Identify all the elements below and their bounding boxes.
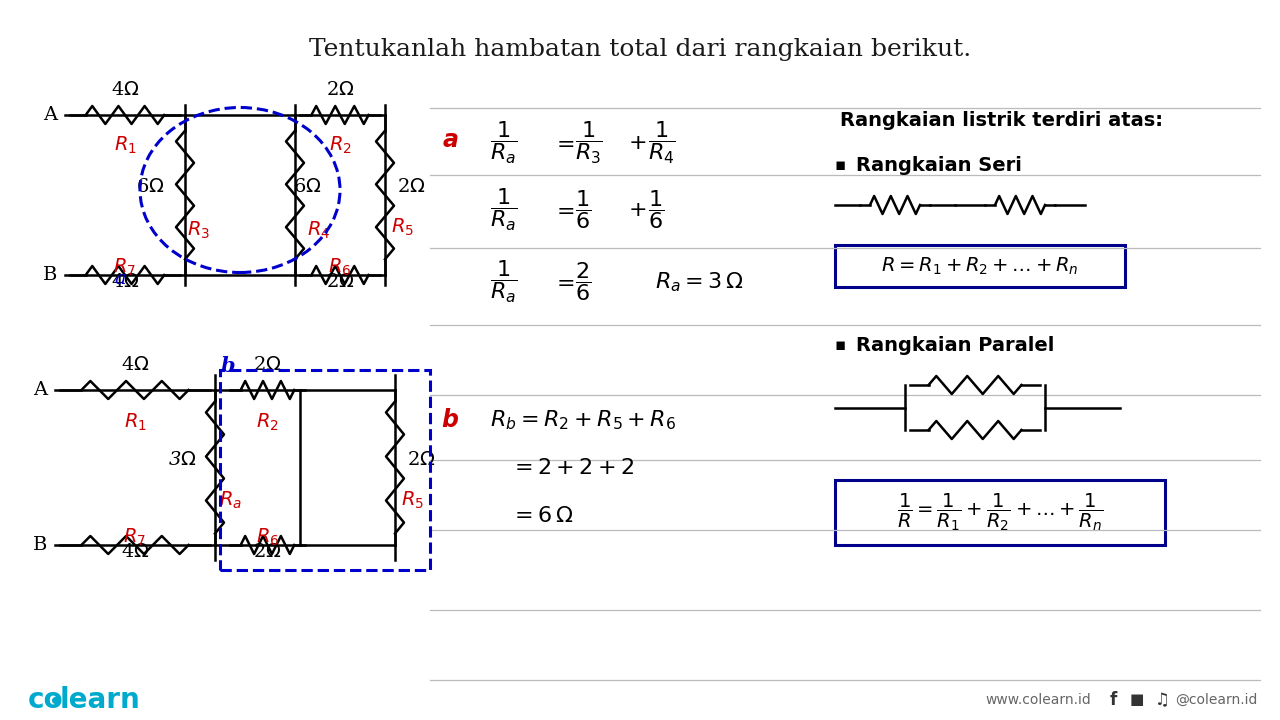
Text: Rangkaian Paralel: Rangkaian Paralel <box>856 336 1055 354</box>
Text: @colearn.id: @colearn.id <box>1175 693 1257 707</box>
Text: B: B <box>32 536 47 554</box>
Text: 6$\Omega$: 6$\Omega$ <box>137 178 165 196</box>
Text: $\dfrac{1}{R_a}$: $\dfrac{1}{R_a}$ <box>490 120 517 166</box>
Text: ■: ■ <box>1130 693 1144 708</box>
Text: $=$: $=$ <box>552 132 575 154</box>
Text: a: a <box>114 270 125 288</box>
Text: $\dfrac{1}{R_4}$: $\dfrac{1}{R_4}$ <box>648 120 676 166</box>
Text: $= 2 + 2 + 2$: $= 2 + 2 + 2$ <box>509 457 634 479</box>
Text: $R_5$: $R_5$ <box>390 217 413 238</box>
Text: ▪: ▪ <box>835 336 846 354</box>
Text: ♫: ♫ <box>1155 691 1170 709</box>
Text: 2$\Omega$: 2$\Omega$ <box>253 356 282 374</box>
Text: $\dfrac{2}{6}$: $\dfrac{2}{6}$ <box>575 261 591 303</box>
Text: $\dfrac{1}{R_a}$: $\dfrac{1}{R_a}$ <box>490 258 517 305</box>
Text: $\boldsymbol{b}$: $\boldsymbol{b}$ <box>442 408 460 431</box>
Text: 4$\Omega$: 4$\Omega$ <box>111 273 140 291</box>
Text: 6$\Omega$: 6$\Omega$ <box>293 178 321 196</box>
Text: $R_6$: $R_6$ <box>329 257 352 279</box>
Text: $R_3$: $R_3$ <box>187 220 210 241</box>
Text: $\boldsymbol{a}$: $\boldsymbol{a}$ <box>442 128 458 151</box>
Text: 3$\Omega$: 3$\Omega$ <box>169 451 197 469</box>
Text: $=$: $=$ <box>552 199 575 221</box>
Text: $R_7$: $R_7$ <box>114 257 137 279</box>
Text: 4$\Omega$: 4$\Omega$ <box>120 356 150 374</box>
Text: $R_5$: $R_5$ <box>401 490 424 510</box>
Text: Rangkaian listrik terdiri atas:: Rangkaian listrik terdiri atas: <box>840 110 1164 130</box>
Text: B: B <box>42 266 58 284</box>
Text: $+$: $+$ <box>628 199 646 221</box>
Text: A: A <box>33 381 47 399</box>
Text: $\dfrac{1}{6}$: $\dfrac{1}{6}$ <box>648 189 664 231</box>
Text: $\dfrac{1}{6}$: $\dfrac{1}{6}$ <box>575 189 591 231</box>
Text: $+$: $+$ <box>628 132 646 154</box>
Text: $R_a$: $R_a$ <box>219 490 242 510</box>
Text: 2$\Omega$: 2$\Omega$ <box>397 178 425 196</box>
Text: 2$\Omega$: 2$\Omega$ <box>325 273 355 291</box>
Text: $R_b = R_2 + R_5 + R_6$: $R_b = R_2 + R_5 + R_6$ <box>490 408 676 432</box>
Text: 4$\Omega$: 4$\Omega$ <box>120 543 150 561</box>
Text: Tentukanlah hambatan total dari rangkaian berikut.: Tentukanlah hambatan total dari rangkaia… <box>308 38 972 61</box>
Text: $R_1$: $R_1$ <box>114 135 137 156</box>
Text: $R_2$: $R_2$ <box>256 412 279 433</box>
Text: b: b <box>220 356 234 376</box>
Text: 2$\Omega$: 2$\Omega$ <box>407 451 435 469</box>
Text: $R_4$: $R_4$ <box>307 220 330 241</box>
Text: $\dfrac{1}{R_a}$: $\dfrac{1}{R_a}$ <box>490 186 517 233</box>
Text: 2$\Omega$: 2$\Omega$ <box>253 543 282 561</box>
Text: ▪: ▪ <box>835 156 846 174</box>
Text: 2$\Omega$: 2$\Omega$ <box>325 81 355 99</box>
Text: www.colearn.id: www.colearn.id <box>986 693 1091 707</box>
Text: $R = R_1 + R_2 + \ldots + R_n$: $R = R_1 + R_2 + \ldots + R_n$ <box>881 256 1079 276</box>
Text: learn: learn <box>60 686 141 714</box>
Text: $\dfrac{1}{R_3}$: $\dfrac{1}{R_3}$ <box>575 120 603 166</box>
Text: $R_7$: $R_7$ <box>123 527 146 549</box>
Text: f: f <box>1110 691 1117 709</box>
Text: Rangkaian Seri: Rangkaian Seri <box>856 156 1021 174</box>
Text: $R_1$: $R_1$ <box>124 412 146 433</box>
Text: $=$: $=$ <box>552 271 575 293</box>
Text: $R_6$: $R_6$ <box>256 527 279 549</box>
Text: A: A <box>42 106 58 124</box>
Text: co: co <box>28 686 64 714</box>
Text: $R_a = 3\,\Omega$: $R_a = 3\,\Omega$ <box>655 270 744 294</box>
Text: $= 6\,\Omega$: $= 6\,\Omega$ <box>509 505 573 527</box>
Text: $R_2$: $R_2$ <box>329 135 352 156</box>
Text: $\dfrac{1}{R} = \dfrac{1}{R_1} + \dfrac{1}{R_2} + \ldots + \dfrac{1}{R_n}$: $\dfrac{1}{R} = \dfrac{1}{R_1} + \dfrac{… <box>897 492 1103 534</box>
Text: 4$\Omega$: 4$\Omega$ <box>111 81 140 99</box>
